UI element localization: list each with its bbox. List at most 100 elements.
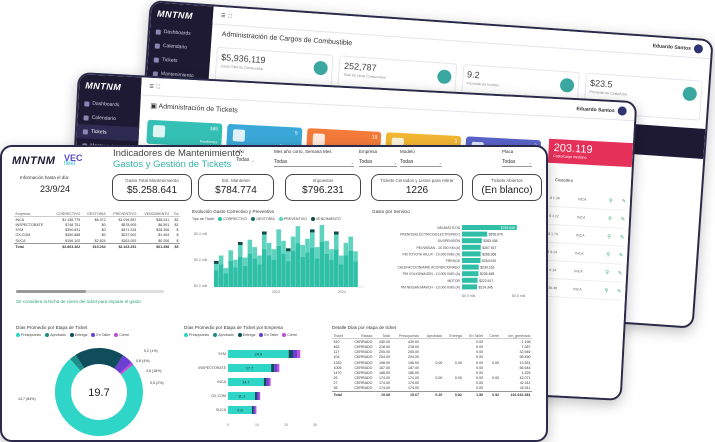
evolution-bar[interactable] [218, 264, 224, 288]
legend-item[interactable]: VENCIMIENTO [310, 217, 341, 222]
table-row[interactable]: 1005 CERRADO 187.00 187.00 0.00 56.644 [332, 365, 532, 370]
evolution-bar[interactable] [324, 240, 329, 254]
evolution-bar[interactable] [348, 251, 353, 287]
search-icon[interactable]: ⚲ [608, 215, 613, 222]
table-row[interactable]: 510 CERRADO 430.00 430.00 0.00 1.198 [332, 339, 532, 345]
evolution-bar[interactable] [305, 238, 310, 253]
evolution-bar[interactable] [242, 266, 248, 287]
evolution-bar[interactable] [310, 248, 315, 287]
service-bar[interactable] [462, 271, 479, 277]
company-days-bar[interactable] [292, 350, 298, 358]
column-header[interactable]: Empresa [14, 211, 51, 218]
evolution-bar[interactable] [343, 242, 349, 256]
evolution-bar[interactable] [319, 225, 325, 242]
menu-icon[interactable]: ☰ [149, 83, 154, 90]
evolution-bar[interactable] [233, 259, 238, 268]
evolution-bar[interactable] [262, 249, 267, 288]
filter-plate[interactable]: Placa Todas ⌄ [502, 149, 532, 167]
company-days-bar[interactable] [277, 364, 280, 372]
service-bar[interactable] [462, 258, 481, 263]
column-header[interactable]: CORRECTIVO [50, 211, 82, 218]
filter-model[interactable]: Modelo Todas ⌄ [400, 149, 442, 167]
evolution-bar[interactable] [286, 248, 291, 252]
evolution-bar[interactable] [214, 263, 219, 271]
evolution-bar[interactable] [305, 252, 310, 288]
service-bar[interactable] [462, 231, 488, 237]
evolution-bar[interactable] [262, 231, 267, 235]
evolution-bar[interactable] [252, 258, 257, 288]
evolution-bar[interactable] [242, 257, 248, 266]
search-icon[interactable]: ⚲ [606, 251, 611, 258]
evolution-bar[interactable] [276, 245, 281, 287]
company-days-bar[interactable] [255, 392, 257, 400]
evolution-bar[interactable] [324, 254, 329, 287]
evolution-bar[interactable] [290, 251, 296, 287]
evolution-bar[interactable] [233, 267, 238, 288]
evolution-bar[interactable] [353, 261, 358, 288]
legend-item[interactable]: Cierre [114, 333, 129, 338]
column-header[interactable]: Tot [170, 211, 180, 218]
column-header[interactable]: Presupuesto [391, 333, 421, 340]
edit-icon[interactable]: ✎ [620, 216, 626, 223]
company-days-bar[interactable] [253, 406, 256, 414]
company-days-bar[interactable] [251, 406, 254, 414]
search-icon[interactable]: ⚲ [604, 287, 609, 294]
table-row[interactable]: SUCA $156.102 $2.824 $163.053 $0.206 $ [14, 238, 180, 244]
table-row[interactable]: 462 CERRADO 218.00 218.00 0.00 7.387 [332, 344, 532, 349]
filter-year[interactable]: Año Todas ⌄ [236, 149, 255, 163]
search-icon[interactable]: ⚲ [607, 233, 612, 240]
evolution-bar[interactable] [295, 226, 301, 244]
table-row[interactable]: 117 CERRADO 205.00 205.00 0.00 32.946 [332, 350, 532, 355]
filter-company[interactable]: Empresa Todas ⌄ [359, 149, 397, 167]
table-row[interactable]: GX-COM $350.888 $0 $237.902 $1.454 $ [14, 233, 180, 238]
evolution-bar[interactable] [338, 264, 344, 288]
evolution-bar[interactable] [247, 239, 253, 254]
table-row[interactable]: 1470 CERRADO 186.00 186.00 0.00 1.325 [332, 370, 532, 375]
column-header[interactable]: En Taller [463, 333, 485, 340]
evolution-bar[interactable] [238, 245, 243, 257]
evolution-bar[interactable] [353, 251, 358, 262]
edit-icon[interactable]: ✎ [619, 234, 625, 241]
evolution-bar[interactable] [319, 242, 325, 287]
evolution-bar[interactable] [266, 242, 272, 256]
legend-item[interactable]: Entrega [69, 333, 87, 338]
legend-item[interactable]: PREVENTIVO [278, 217, 307, 222]
evolution-bar[interactable] [228, 250, 233, 261]
evolution-bar[interactable] [334, 234, 339, 250]
evolution-bar[interactable] [348, 236, 353, 251]
column-header[interactable]: Total [373, 333, 392, 340]
evolution-bar[interactable] [271, 249, 277, 260]
table-row[interactable]: 27 CERRADO 174.00 174.00 0.00 42.011 [332, 381, 532, 386]
company-days-bar[interactable] [288, 350, 293, 358]
service-bar[interactable] [462, 264, 479, 270]
horizontal-scrollbar[interactable] [16, 290, 164, 293]
evolution-bar[interactable] [228, 260, 233, 287]
service-bar[interactable] [462, 225, 517, 230]
search-icon[interactable]: ⚲ [608, 197, 613, 204]
donut-slice[interactable] [119, 362, 134, 375]
column-header[interactable]: km_generado [500, 333, 532, 340]
evolution-bar[interactable] [310, 229, 315, 233]
status-card-pendientes[interactable]: 165 Pendientes [146, 119, 223, 148]
evolution-bar[interactable] [214, 270, 219, 288]
evolution-bar[interactable] [334, 249, 339, 288]
evolution-bar[interactable] [295, 243, 301, 288]
evolution-bar[interactable] [281, 240, 286, 254]
donut-slice[interactable] [55, 358, 143, 436]
evolution-bar[interactable] [314, 247, 320, 259]
table-row[interactable]: 104 CERRADO 204.00 204.00 0.00 96.450 [332, 355, 532, 360]
expand-icon[interactable]: ⛶ [156, 83, 161, 90]
edit-icon[interactable]: ✎ [618, 252, 624, 259]
user-menu[interactable]: Eduardo Santos [652, 41, 704, 54]
evolution-bar[interactable] [310, 232, 315, 248]
column-header[interactable]: VENCIMIENTO [137, 211, 171, 218]
column-header[interactable]: Aprobado [420, 333, 444, 340]
company-days-bar[interactable] [255, 406, 257, 414]
donut-slice[interactable] [114, 355, 132, 374]
table-row[interactable]: INCA $1.156.775 $6.972 $1.016.987 $38.241 $2 [14, 217, 180, 223]
column-header[interactable]: Cierre [484, 333, 501, 340]
evolution-bar[interactable] [238, 242, 243, 245]
company-days-bar[interactable] [228, 392, 256, 400]
table-row[interactable]: 1332 CERRADO 198.00 198.00 0.00 0.00 0.00 0.00 1… [332, 360, 532, 365]
evolution-bar[interactable] [238, 257, 243, 287]
